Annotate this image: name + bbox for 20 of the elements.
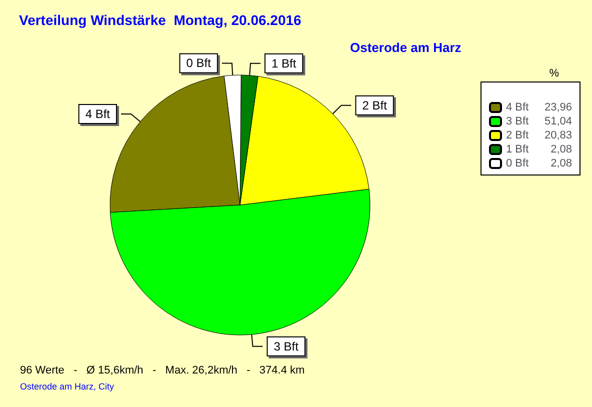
data-label: 20,83 [544, 130, 572, 142]
data-label: 2,08 [550, 144, 572, 156]
legend-title: % [549, 68, 560, 80]
data-label: 2,08 [550, 158, 572, 170]
legend-label: 1 Bft [506, 144, 529, 156]
slice-label: 1 Bft [271, 56, 297, 70]
slice-label: 3 Bft [274, 339, 300, 354]
chart-title: Verteilung Windstärke Montag, 20.06.2016 [19, 12, 302, 28]
text: 96 Werte - Ø 15,6km/h - Max. 26,2km/h - 374.4 km [20, 364, 305, 376]
slice-label: 4 Bft [85, 106, 111, 121]
legend-label: 0 Bft [506, 158, 529, 170]
legend-label: 3 Bft [506, 116, 529, 128]
chart-subtitle: Osterode am Harz [350, 40, 462, 55]
text: Osterode am Harz, City [20, 382, 115, 392]
slice-label: 2 Bft [362, 98, 388, 112]
slice-label: 0 Bft [186, 56, 212, 70]
legend-label: 2 Bft [506, 130, 529, 142]
data-label: 23,96 [544, 102, 572, 114]
legend-label: 4 Bft [506, 102, 529, 114]
data-label: 51,04 [544, 116, 572, 128]
